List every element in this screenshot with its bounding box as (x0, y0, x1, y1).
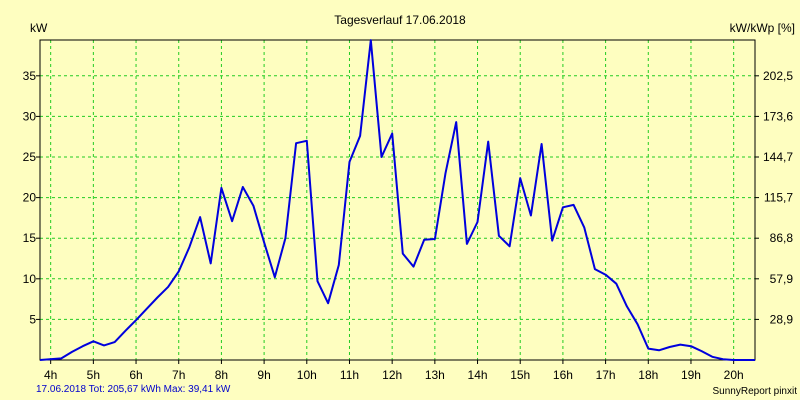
y-tick-label: 20 (23, 191, 37, 205)
series-line-power (39, 39, 755, 361)
y2-tick-label: 28,9 (770, 312, 794, 326)
x-tick-label: 7h (172, 368, 185, 382)
x-tick-label: 17h (596, 368, 616, 382)
y2-axis-label: kW/kWp [%] (730, 21, 795, 35)
x-tick-label: 13h (425, 368, 445, 382)
y-tick-label: 10 (23, 272, 37, 286)
tick-marks (36, 75, 759, 364)
x-tick-label: 8h (215, 368, 228, 382)
y-tick-label: 30 (23, 109, 37, 123)
x-tick-label: 5h (87, 368, 100, 382)
y2-tick-label: 115,7 (764, 191, 793, 205)
x-tick-label: 10h (297, 368, 317, 382)
y-axis-tick-labels: 5 10 15 20 25 30 35 (23, 69, 37, 327)
x-tick-label: 16h (553, 368, 573, 382)
y-tick-label: 5 (29, 312, 36, 326)
footer-summary: 17.06.2018 Tot: 205,67 kWh Max: 39,41 kW (36, 384, 231, 395)
x-tick-label: 11h (340, 368, 359, 382)
chart-title: Tagesverlauf 17.06.2018 (334, 13, 466, 27)
x-tick-label: 19h (681, 368, 701, 382)
y-axis-label: kW (30, 21, 48, 35)
y2-tick-label: 57,9 (770, 272, 794, 286)
y2-tick-label: 86,8 (770, 231, 794, 245)
x-tick-label: 15h (510, 368, 530, 382)
y-tick-label: 15 (23, 231, 37, 245)
plot-frame (39, 39, 756, 361)
x-axis-tick-labels: 4h 5h 6h 7h 8h 9h 10h 11h 12h 13h 14h 15h 16h 17h 18h 1… (44, 368, 744, 382)
x-tick-label: 14h (468, 368, 488, 382)
x-tick-label: 20h (724, 368, 744, 382)
x-tick-label: 6h (129, 368, 142, 382)
x-tick-label: 12h (382, 368, 402, 382)
x-tick-label: 18h (638, 368, 658, 382)
y2-axis-tick-labels: 28,9 57,9 86,8 115,7 144,7 173,6 202,5 (763, 69, 793, 327)
x-tick-label: 4h (44, 368, 57, 382)
y2-tick-label: 173,6 (763, 109, 793, 123)
y2-tick-label: 202,5 (763, 69, 793, 83)
y-tick-label: 35 (23, 69, 37, 83)
x-tick-label: 9h (257, 368, 270, 382)
footer-credit: SunnyReport pinxit (713, 386, 798, 397)
y-tick-label: 25 (23, 150, 37, 164)
y2-tick-label: 144,7 (763, 150, 793, 164)
